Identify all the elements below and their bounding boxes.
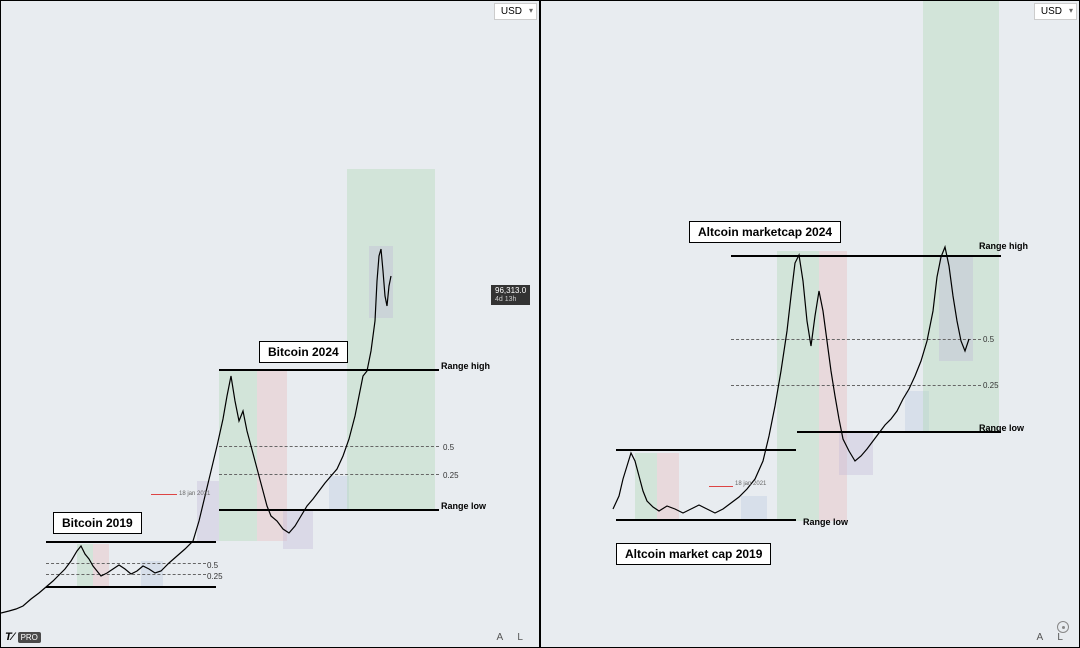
chart-title-label: Bitcoin 2024 xyxy=(259,341,348,363)
chart-title-label: Bitcoin 2019 xyxy=(53,512,142,534)
tv-logo: T⁄ xyxy=(5,631,14,643)
fib-level-label: 0.5 xyxy=(983,335,994,344)
fib-level-label: 0.5 xyxy=(443,443,454,452)
price-badge: 96,313.04d 13h xyxy=(491,285,530,305)
range-label: Range high xyxy=(441,361,490,371)
range-label: Range high xyxy=(979,241,1028,251)
fib-level-label: 0.25 xyxy=(983,381,999,390)
fib-level-label: 0.25 xyxy=(443,471,459,480)
panel-indicators-right: A L xyxy=(1037,632,1069,643)
chart-container: USD Bitcoin 2019Bitcoin 2024Range highRa… xyxy=(0,0,1080,648)
pro-badge: PRO xyxy=(18,632,41,643)
range-label: Range low xyxy=(441,501,486,511)
panel-bitcoin: USD Bitcoin 2019Bitcoin 2024Range highRa… xyxy=(0,0,540,648)
tradingview-watermark: T⁄ PRO xyxy=(5,631,41,643)
range-label: Range low xyxy=(979,423,1024,433)
chart-title-label: Altcoin marketcap 2024 xyxy=(689,221,841,243)
date-label: 18 jan 2021 xyxy=(735,481,766,487)
range-label: Range low xyxy=(803,517,848,527)
fib-level-label: 0.5 xyxy=(207,561,218,570)
panel-altcoin: USD Altcoin market cap 2019Altcoin marke… xyxy=(540,0,1080,648)
chart-title-label: Altcoin market cap 2019 xyxy=(616,543,771,565)
fib-level-label: 0.25 xyxy=(207,572,223,581)
date-label: 18 jan 2021 xyxy=(179,491,210,497)
price-line xyxy=(1,1,540,648)
panel-indicators-left: A L xyxy=(497,632,529,643)
